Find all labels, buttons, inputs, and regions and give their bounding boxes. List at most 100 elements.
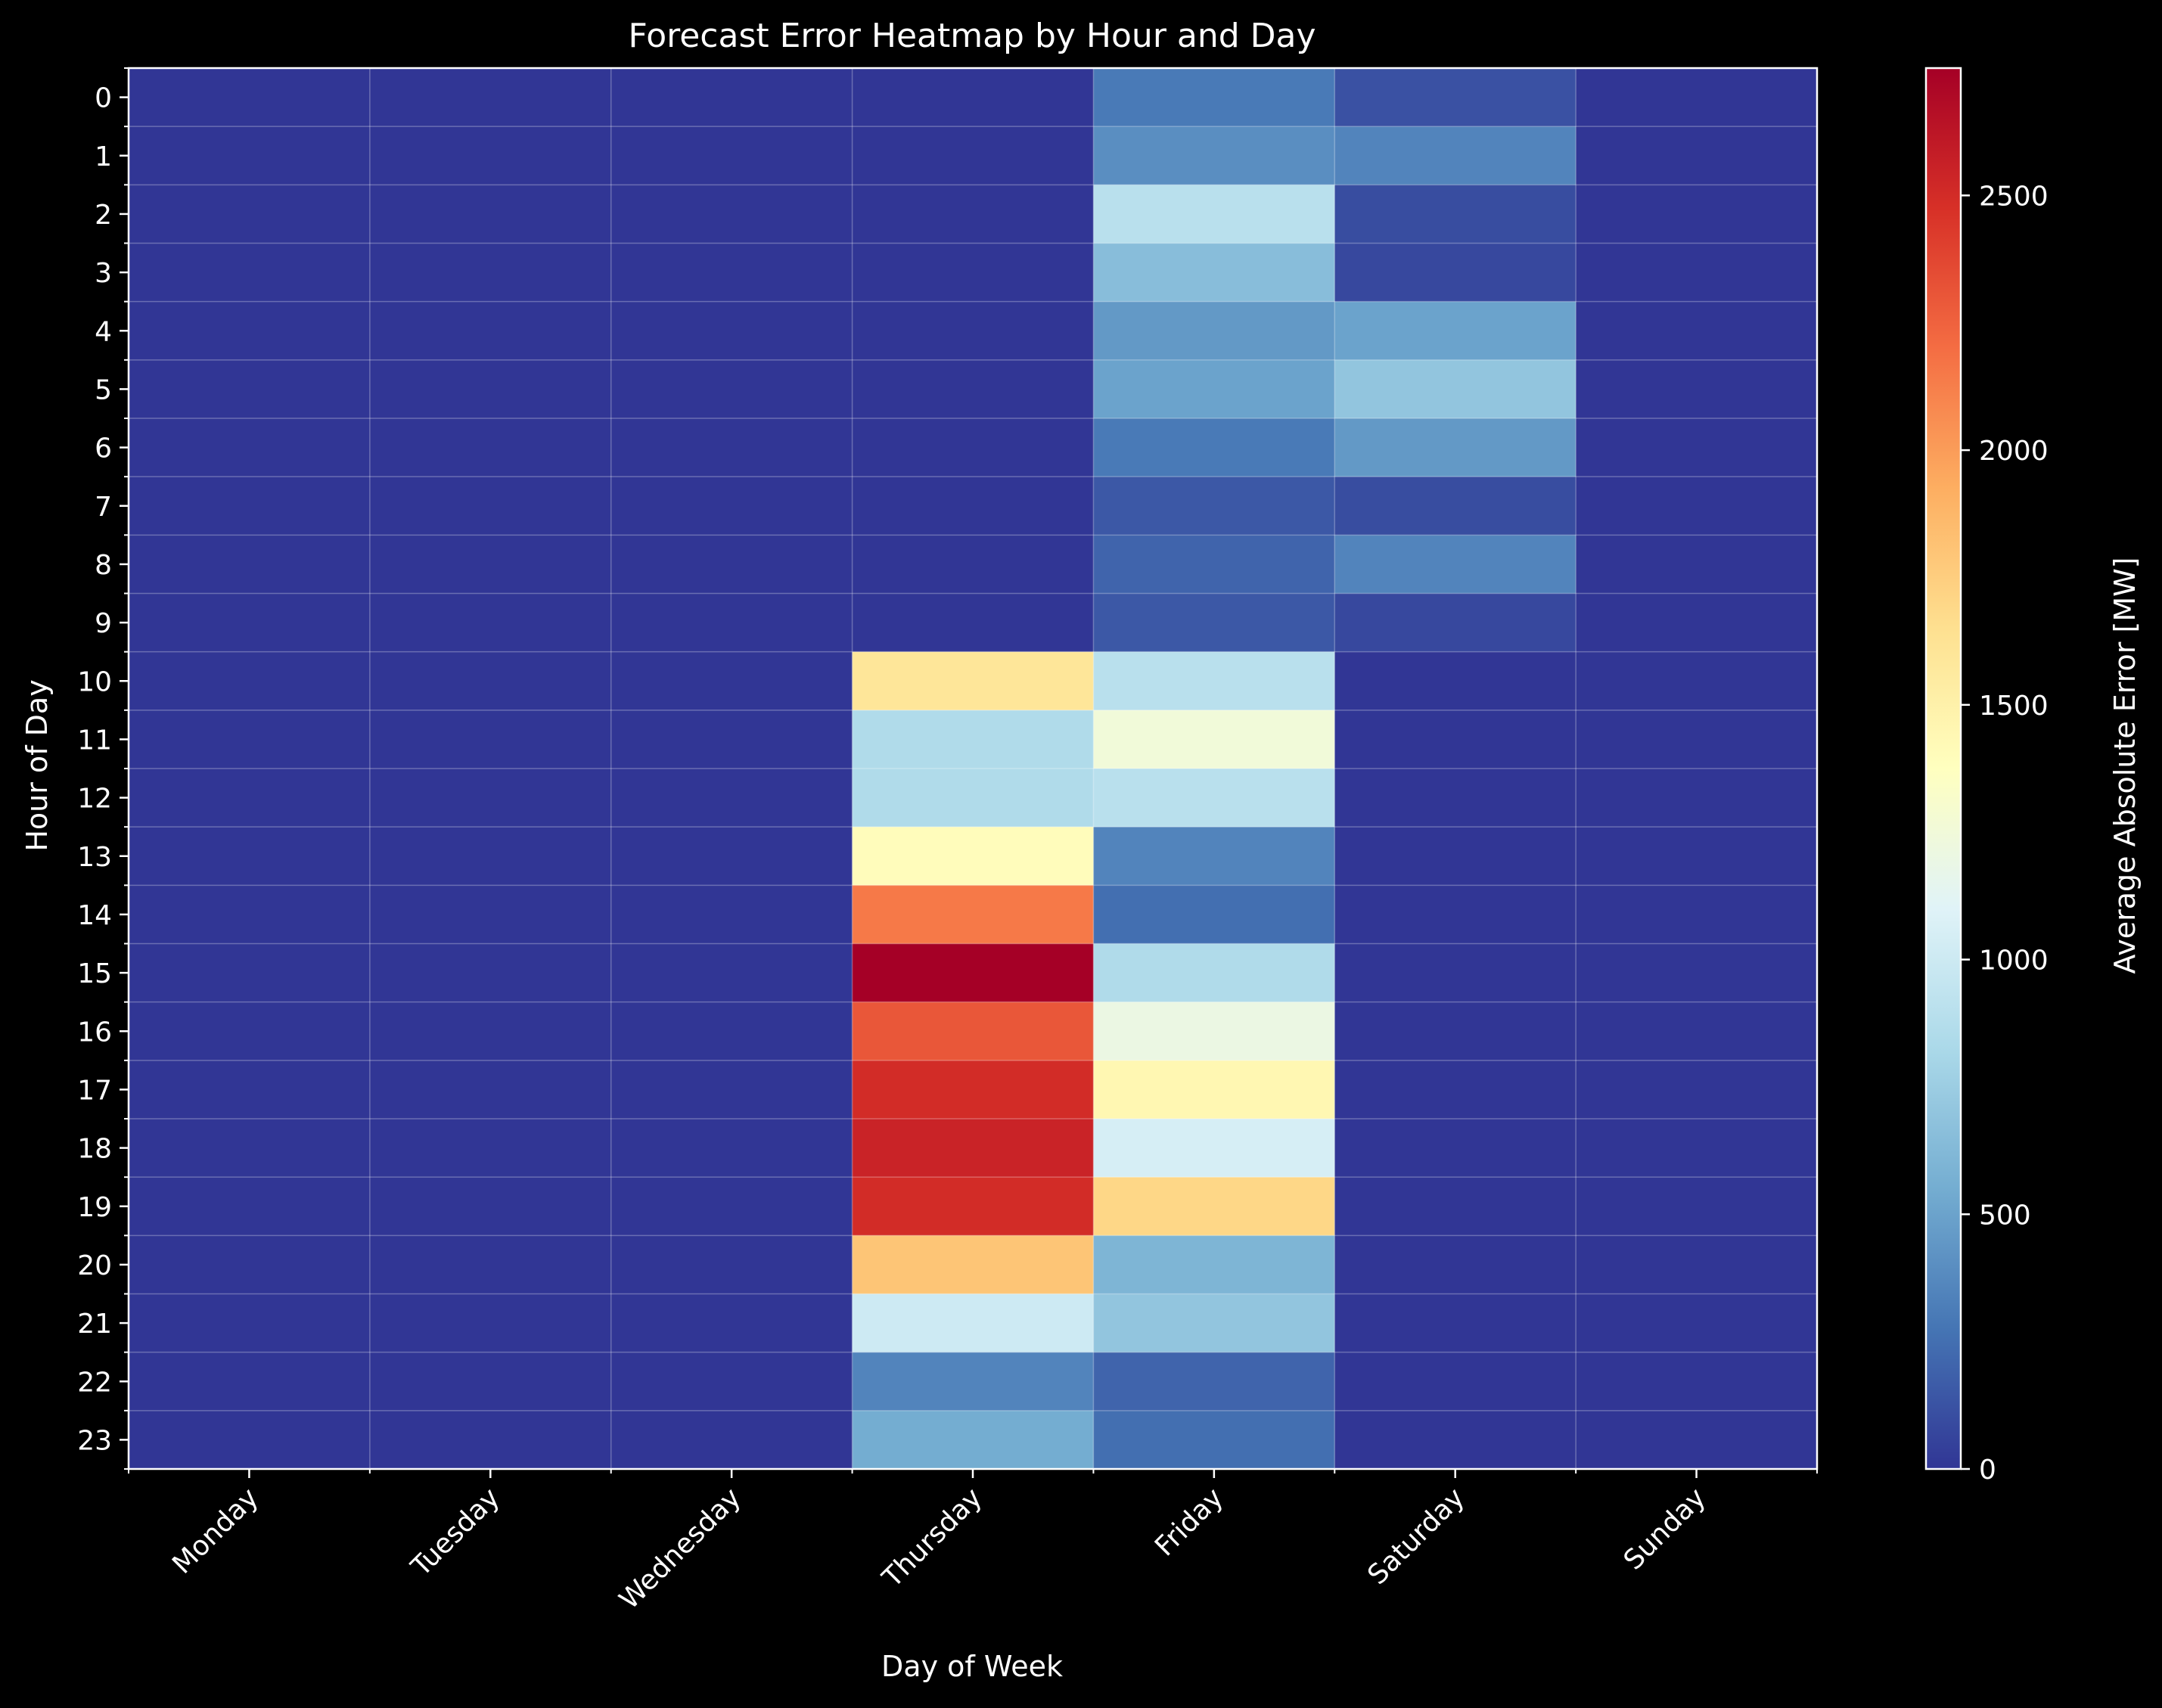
heatmap-cell (1576, 1293, 1818, 1353)
y-tick-label: 19 (77, 1192, 112, 1223)
heatmap-cell (1576, 1235, 1818, 1295)
heatmap-cell (852, 418, 1095, 477)
heatmap-cell (1093, 126, 1335, 185)
heatmap-cell (129, 126, 371, 185)
heatmap-cell (1576, 827, 1818, 886)
heatmap-cell (852, 1177, 1095, 1236)
y-tick-label: 12 (77, 784, 112, 815)
y-tick-label: 11 (77, 725, 112, 756)
y-tick-label: 6 (95, 433, 112, 464)
colorbar-tick-label: 1000 (1979, 946, 2049, 977)
heatmap-cell (1093, 1002, 1335, 1061)
heatmap-cell (852, 827, 1095, 886)
heatmap-cell (852, 1293, 1095, 1353)
heatmap-cell (610, 710, 853, 769)
heatmap-cell (610, 1177, 853, 1236)
y-tick-label: 3 (95, 258, 112, 289)
y-axis-label: Hour of Day (20, 679, 54, 851)
y-tick-label: 15 (77, 958, 112, 989)
heatmap-cell (1334, 885, 1576, 945)
heatmap-cell (369, 1002, 612, 1061)
heatmap-cell (369, 1119, 612, 1178)
heatmap-cell (610, 68, 853, 127)
heatmap-cell (852, 1410, 1095, 1470)
y-tick-label: 23 (77, 1425, 112, 1456)
heatmap-cell (852, 593, 1095, 653)
y-tick-label: 22 (77, 1367, 112, 1398)
colorbar-label: Average Absolute Error [MW] (2108, 557, 2142, 974)
heatmap-cell (1334, 1119, 1576, 1178)
heatmap-cell (369, 535, 612, 595)
heatmap-cell (1334, 535, 1576, 595)
heatmap-cell (610, 943, 853, 1003)
heatmap-cell (129, 885, 371, 945)
grid-lines (129, 68, 1817, 1469)
y-tick-label: 10 (77, 666, 112, 697)
heatmap-cell (1334, 185, 1576, 244)
heatmap-cell (1334, 943, 1576, 1003)
heatmap-cell (1576, 301, 1818, 361)
heatmap-cell (129, 1177, 371, 1236)
y-tick-label: 2 (95, 200, 112, 231)
x-tick-label: Saturday (1362, 1482, 1471, 1591)
heatmap-cell (852, 1352, 1095, 1411)
heatmap-cell (369, 943, 612, 1003)
heatmap-cell (1093, 1293, 1335, 1353)
heatmap-cell (369, 651, 612, 711)
heatmap-cell (1093, 535, 1335, 595)
heatmap-cell (1093, 651, 1335, 711)
heatmap-cell (610, 1060, 853, 1120)
heatmap-cell (852, 1002, 1095, 1061)
heatmap-cell (1093, 1235, 1335, 1295)
heatmap-cell (129, 185, 371, 244)
heatmap-cell (129, 535, 371, 595)
colorbar-tick-label: 1500 (1979, 691, 2049, 722)
heatmap-cell (369, 359, 612, 419)
heatmap-cell (1093, 1352, 1335, 1411)
heatmap-cell (1334, 1410, 1576, 1470)
heatmap-cell (610, 769, 853, 828)
heatmap-cell (1576, 651, 1818, 711)
heatmap-cell (1334, 1177, 1576, 1236)
heatmap-cell (610, 1235, 853, 1295)
heatmap-cell (1334, 1293, 1576, 1353)
heatmap-cell (1576, 769, 1818, 828)
heatmap-cell (1334, 1002, 1576, 1061)
heatmap-cell (1576, 359, 1818, 419)
heatmap-cell (610, 593, 853, 653)
heatmap-cell (610, 1002, 853, 1061)
heatmap-cell (1576, 1352, 1818, 1411)
heatmap-cell (610, 359, 853, 419)
heatmap-cell (129, 301, 371, 361)
heatmap-cell (129, 68, 371, 127)
heatmap-cell (369, 593, 612, 653)
x-tick-label: Wednesday (613, 1482, 747, 1615)
heatmap-cell (1093, 710, 1335, 769)
heatmap-cell (1093, 359, 1335, 419)
y-tick-label: 18 (77, 1134, 112, 1165)
heatmap-cell (610, 535, 853, 595)
heatmap-cell (1093, 1060, 1335, 1120)
heatmap-cell (852, 769, 1095, 828)
heatmap-cell (129, 827, 371, 886)
heatmap-cell (1334, 477, 1576, 536)
heatmap-cell (1334, 418, 1576, 477)
heatmap-cell (1093, 1177, 1335, 1236)
y-tick-label: 20 (77, 1250, 112, 1281)
heatmap-cell (1334, 769, 1576, 828)
x-tick-label: Thursday (876, 1482, 988, 1594)
x-axis-label: Day of Week (881, 1650, 1063, 1683)
heatmap-cell (1093, 885, 1335, 945)
heatmap-cell (852, 126, 1095, 185)
heatmap-cell (852, 710, 1095, 769)
heatmap-cell (1093, 68, 1335, 127)
y-tick-label: 5 (95, 374, 112, 405)
heatmap-cell (1334, 126, 1576, 185)
heatmap-cell (1093, 185, 1335, 244)
heatmap-cell (129, 1235, 371, 1295)
heatmap-cell (610, 418, 853, 477)
heatmap-cell (369, 827, 612, 886)
heatmap-cell (610, 185, 853, 244)
heatmap-cell (610, 243, 853, 303)
